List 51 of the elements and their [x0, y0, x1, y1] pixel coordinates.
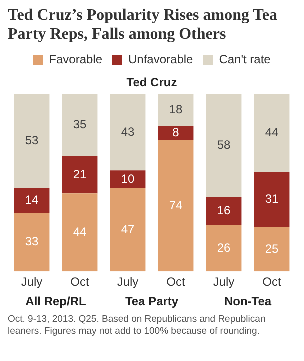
data-label: 74 [169, 198, 183, 212]
chart-title: Ted Cruz’s Popularity Rises among Tea Party Reps, Falls among Others [7, 6, 279, 44]
bar [206, 226, 242, 272]
bar [254, 227, 290, 272]
data-label: 14 [25, 193, 39, 208]
data-label: 44 [265, 126, 279, 140]
x-tick-label: July [117, 275, 139, 290]
bar [206, 94, 242, 198]
text: Tea Party [125, 294, 179, 308]
x-tick-label: July [213, 275, 235, 290]
legend-label: Can't rate [219, 52, 272, 66]
text: Non-Tea [224, 294, 272, 308]
data-label: 44 [73, 224, 87, 239]
bar [158, 140, 194, 272]
x-tick-label: Oct [262, 275, 282, 290]
data-label: 21 [73, 167, 87, 182]
x-tick-label: July [21, 275, 43, 290]
bar [62, 156, 98, 194]
data-label: 58 [217, 138, 231, 152]
chart-subtitle: Ted Cruz [126, 76, 178, 90]
bar [14, 188, 50, 214]
data-label: 47 [121, 222, 135, 236]
legend-label: Unfavorable [128, 52, 194, 66]
x-tick-label: Oct [70, 275, 90, 290]
data-label: 26 [217, 240, 231, 255]
data-label: 25 [265, 242, 279, 256]
bar [254, 172, 290, 228]
data-label: 10 [121, 172, 135, 186]
bar [110, 188, 146, 272]
text: Oct. 9-13, 2013. Q25. Based on Republicans and Republican leaners. Figures may not add to 100% because of rounding. [7, 313, 267, 339]
bar [62, 94, 98, 156]
x-tick-label: Oct [166, 275, 186, 290]
bar [158, 94, 194, 126]
bar [110, 170, 146, 188]
bar [62, 194, 98, 272]
bar [110, 94, 146, 171]
data-label: 16 [217, 204, 231, 218]
text: All Rep/RL [26, 294, 86, 308]
bar [158, 126, 194, 140]
bar [206, 197, 242, 226]
bar [254, 94, 290, 172]
bar [14, 213, 50, 272]
data-label: 18 [169, 102, 183, 117]
legend-label: Favorable [49, 52, 103, 66]
data-label: 43 [121, 124, 135, 139]
data-label: 33 [25, 234, 39, 249]
data-label: 35 [73, 118, 87, 132]
data-label: 31 [265, 192, 279, 206]
bar [14, 94, 50, 188]
data-label: 8 [172, 126, 180, 140]
data-label: 53 [25, 134, 39, 148]
